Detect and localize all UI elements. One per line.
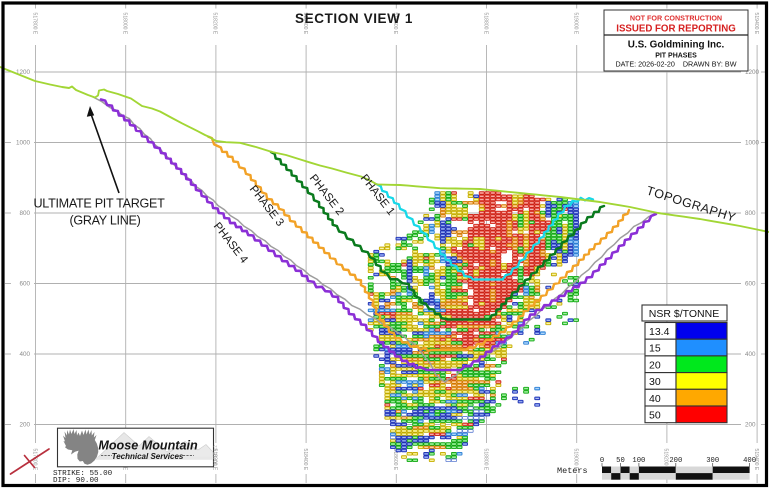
svg-text:518600 E: 518600 E xyxy=(392,449,398,471)
svg-text:ULTIMATE PIT TARGET: ULTIMATE PIT TARGET xyxy=(34,197,166,211)
svg-text:517800 E: 517800 E xyxy=(31,13,37,35)
svg-text:100: 100 xyxy=(632,457,645,465)
svg-text:800: 800 xyxy=(745,210,756,217)
svg-text:1200: 1200 xyxy=(16,69,31,76)
svg-text:STRIKE: 55.00: STRIKE: 55.00 xyxy=(53,470,113,478)
svg-text:518400 E: 518400 E xyxy=(302,13,308,35)
svg-text:400: 400 xyxy=(745,351,756,358)
svg-text:518600 E: 518600 E xyxy=(392,13,398,35)
svg-text:30: 30 xyxy=(649,376,661,388)
svg-text:600: 600 xyxy=(19,281,30,288)
svg-text:519000 E: 519000 E xyxy=(573,13,579,35)
svg-text:518200 E: 518200 E xyxy=(212,449,218,471)
svg-text:518400 E: 518400 E xyxy=(302,449,308,471)
svg-text:PIT PHASES: PIT PHASES xyxy=(655,53,697,60)
svg-text:518800 E: 518800 E xyxy=(482,13,488,35)
svg-text:13.4: 13.4 xyxy=(649,326,670,338)
svg-text:518800 E: 518800 E xyxy=(482,449,488,471)
svg-text:200: 200 xyxy=(669,457,682,465)
svg-text:SCALE 1:2: SCALE 1:2 xyxy=(213,445,218,466)
svg-text:200: 200 xyxy=(19,422,30,429)
svg-text:600: 600 xyxy=(745,281,756,288)
svg-text:1000: 1000 xyxy=(745,140,760,147)
svg-text:518000 E: 518000 E xyxy=(122,13,128,35)
svg-text:517800 E: 517800 E xyxy=(31,449,37,471)
svg-text:Meters: Meters xyxy=(557,466,588,476)
svg-text:SECTION VIEW 1: SECTION VIEW 1 xyxy=(295,11,413,26)
svg-text:U.S. Goldmining Inc.: U.S. Goldmining Inc. xyxy=(628,40,725,51)
svg-text:20: 20 xyxy=(649,359,661,371)
svg-text:519400 E: 519400 E xyxy=(753,449,759,471)
svg-text:15: 15 xyxy=(649,343,661,355)
svg-text:DATE: 2026-02-20 DRAWN BY:: DATE: 2026-02-20 DRAWN BY: BW xyxy=(615,60,736,69)
svg-text:40: 40 xyxy=(649,393,661,405)
svg-text:400: 400 xyxy=(19,351,30,358)
svg-text:50: 50 xyxy=(649,410,661,422)
svg-text:1000: 1000 xyxy=(16,140,31,147)
svg-text:DIP: 90.00: DIP: 90.00 xyxy=(53,477,99,485)
svg-text:519400 E: 519400 E xyxy=(753,13,759,35)
svg-text:50: 50 xyxy=(616,457,625,465)
svg-text:(GRAY LINE): (GRAY LINE) xyxy=(69,214,140,228)
svg-text:1200: 1200 xyxy=(745,69,760,76)
svg-text:Moose Mountain: Moose Mountain xyxy=(98,439,198,453)
svg-text:200: 200 xyxy=(745,422,756,429)
svg-text:Technical Services: Technical Services xyxy=(112,452,184,461)
svg-text:400: 400 xyxy=(743,457,756,465)
svg-text:NOT FOR CONSTRUCTION: NOT FOR CONSTRUCTION xyxy=(630,14,722,23)
svg-text:518200 E: 518200 E xyxy=(212,13,218,35)
svg-text:NSR $/TONNE: NSR $/TONNE xyxy=(649,308,719,320)
svg-text:519200 E: 519200 E xyxy=(663,449,669,471)
svg-text:519000 E: 519000 E xyxy=(573,449,579,471)
svg-text:0: 0 xyxy=(600,457,604,465)
svg-text:800: 800 xyxy=(19,210,30,217)
svg-text:ISSUED FOR REPORTING: ISSUED FOR REPORTING xyxy=(616,24,736,35)
svg-text:300: 300 xyxy=(706,457,719,465)
